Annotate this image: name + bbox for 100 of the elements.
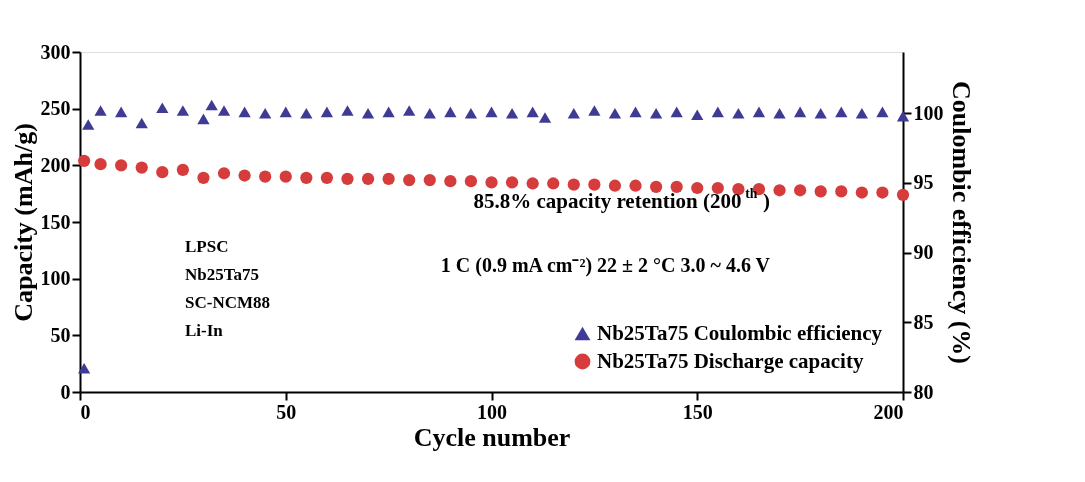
x-tick-label: 50 <box>276 400 297 423</box>
point <box>670 180 683 193</box>
x-axis-title: Cycle number <box>413 422 571 452</box>
point <box>156 102 169 114</box>
annotation: 1 C (0.9 mA cm⁻²) 22 ± 2 °C 3.0 ~ 4.6 V <box>440 254 771 277</box>
annotation: Li-In <box>185 321 224 340</box>
point <box>238 106 251 118</box>
y2-tick-label: 100 <box>913 101 944 124</box>
point <box>464 175 478 188</box>
point <box>217 167 231 180</box>
y-tick-label: 50 <box>50 323 71 346</box>
y-tick-label: 200 <box>40 153 71 176</box>
point <box>361 172 375 186</box>
point <box>156 166 169 179</box>
point <box>259 108 272 119</box>
x-tick-label: 0 <box>80 400 91 423</box>
legend-label: Nb25Ta75 Discharge capacity <box>597 348 864 373</box>
point <box>567 108 580 119</box>
point <box>752 106 766 118</box>
point <box>320 106 334 118</box>
point <box>649 180 663 193</box>
annotation: SC-NCM88 <box>185 293 270 312</box>
point <box>505 176 519 189</box>
point <box>403 105 416 116</box>
point <box>176 163 189 176</box>
point <box>526 106 539 118</box>
point <box>423 173 436 187</box>
point <box>538 112 552 123</box>
point <box>341 172 354 186</box>
point <box>588 178 601 191</box>
point <box>855 108 868 119</box>
legend-label: Nb25Ta75 Coulombic efficiency <box>597 320 883 345</box>
y-tick-label: 250 <box>40 97 71 120</box>
point <box>341 105 354 116</box>
point <box>547 177 560 190</box>
point <box>135 117 148 129</box>
x-tick-label: 200 <box>873 400 904 423</box>
point <box>794 184 807 197</box>
point <box>197 113 210 125</box>
point <box>300 171 313 184</box>
point <box>835 106 848 118</box>
y2-tick-label: 80 <box>913 380 934 403</box>
point <box>77 154 91 167</box>
point <box>77 363 91 374</box>
point <box>814 185 827 198</box>
point <box>814 108 827 119</box>
point <box>691 109 704 121</box>
point <box>444 175 457 188</box>
point <box>855 186 868 199</box>
point <box>588 105 601 116</box>
point <box>732 108 745 119</box>
x-tick-label: 150 <box>682 400 713 423</box>
point <box>629 106 642 118</box>
point <box>896 188 910 201</box>
point <box>773 184 786 197</box>
point <box>629 179 642 192</box>
point <box>361 108 375 119</box>
y-tick-label: 100 <box>40 267 71 290</box>
point <box>279 106 292 118</box>
point <box>259 170 272 183</box>
point <box>205 99 218 111</box>
point <box>82 119 95 130</box>
point <box>670 106 683 118</box>
point <box>135 161 148 174</box>
y-tick-label: 0 <box>60 380 71 403</box>
point <box>238 169 251 182</box>
y-tick-label: 300 <box>40 40 71 63</box>
point <box>382 172 395 186</box>
point <box>649 108 663 119</box>
point <box>485 176 498 189</box>
point <box>691 181 704 195</box>
annotation: Nb25Ta75 <box>185 265 260 284</box>
point <box>711 106 724 118</box>
point <box>279 170 292 183</box>
y2-tick-label: 90 <box>913 241 934 264</box>
point <box>608 179 622 192</box>
point <box>423 108 436 119</box>
y-tick-label: 150 <box>40 210 71 233</box>
point <box>176 105 189 116</box>
point <box>485 106 498 118</box>
point <box>526 177 539 190</box>
point <box>115 106 128 118</box>
y-axis-title: Capacity (mAh/g) <box>8 123 38 322</box>
point <box>94 105 107 116</box>
annotation: LPSC <box>185 237 229 256</box>
y2-axis-title: Coulombic efficiency (%) <box>946 80 976 365</box>
point <box>94 158 107 171</box>
y2-tick-label: 85 <box>913 310 934 333</box>
point <box>608 108 622 119</box>
point <box>773 108 786 119</box>
point <box>403 173 416 187</box>
point <box>217 105 231 116</box>
point <box>567 178 580 191</box>
point <box>300 108 313 119</box>
point <box>320 171 334 184</box>
point <box>896 110 910 122</box>
point <box>382 106 395 118</box>
y2-tick-label: 95 <box>913 171 934 194</box>
x-tick-label: 100 <box>477 400 507 423</box>
point <box>876 106 889 118</box>
